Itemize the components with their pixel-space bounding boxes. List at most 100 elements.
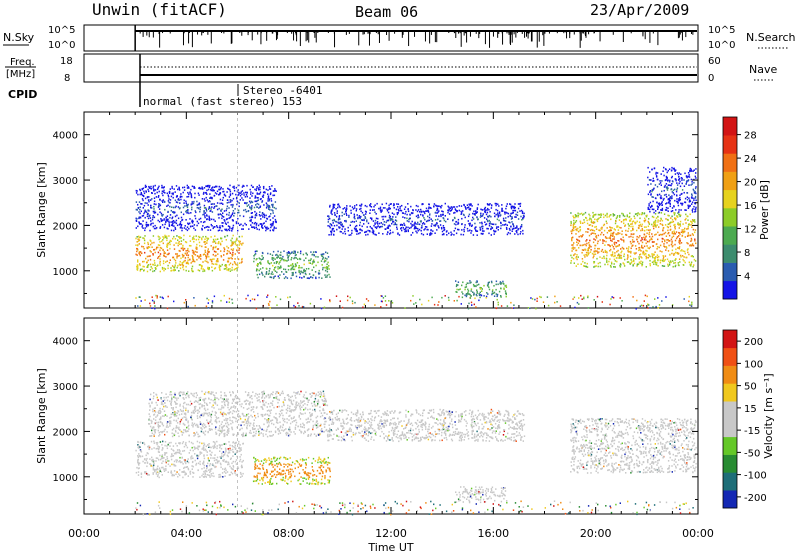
echo-cell [632,264,634,267]
echo-cell [627,223,629,225]
echo-cell [644,229,646,232]
echo-cell [175,222,178,225]
echo-cell [467,230,469,232]
echo-cell [609,230,611,232]
echo-cell [190,457,192,460]
echo-cell [458,295,460,298]
echo-cell [265,214,267,217]
echo-cell [385,221,387,224]
echo-cell [231,445,233,447]
echo-cell [336,212,338,214]
echo-cell [148,200,150,203]
echo-cell [647,206,649,209]
echo-cell [221,455,223,457]
echo-cell [612,213,614,215]
echo-cell [676,184,679,186]
echo-cell [692,208,694,210]
echo-cell [364,216,366,218]
echo-cell [436,205,438,207]
echo-cell [500,283,502,285]
echo-cell [178,199,180,201]
echo-cell [600,214,602,216]
echo-cell [419,298,421,301]
echo-cell [309,262,311,264]
echo-cell [273,269,275,271]
echo-cell [661,300,663,302]
echo-cell [193,200,195,203]
echo-cell [480,208,482,211]
echo-cell [186,184,188,187]
echo-cell [328,234,330,236]
echo-cell [401,224,404,226]
echo-cell [450,234,452,236]
echo-cell [666,171,668,174]
echo-cell [373,230,375,233]
echo-cell [176,195,178,197]
echo-cell [586,254,588,256]
echo-cell [475,293,477,296]
echo-cell [645,253,647,255]
echo-cell [138,239,141,241]
echo-cell [601,226,603,229]
echo-cell [572,298,574,300]
echo-cell [185,202,187,204]
echo-cell [223,247,225,249]
echo-cell [612,296,615,299]
echo-cell [521,210,524,213]
echo-cell [144,251,146,254]
echo-cell [648,240,650,243]
echo-cell [232,212,234,214]
echo-cell [232,197,235,200]
echo-cell [477,218,479,220]
echo-cell [667,198,670,200]
y-tick-label: 3000 [53,176,78,187]
echo-cell [160,247,163,250]
echo-cell [226,245,228,248]
echo-cell [615,257,618,259]
echo-cell [265,227,267,229]
echo-cell [585,265,587,268]
echo-cell [690,255,693,258]
echo-cell [678,246,681,248]
echo-cell [222,468,224,470]
echo-cell [148,190,150,193]
echo-cell [656,262,658,264]
echo-cell [324,276,327,278]
echo-cell [428,216,431,219]
echo-cell [182,476,184,479]
echo-cell [306,254,308,256]
echo-cell [344,220,346,222]
echo-cell [137,267,139,270]
echo-cell [661,207,664,210]
echo-cell [140,300,142,302]
echo-cell [501,210,503,212]
echo-cell [190,245,192,247]
echo-cell [517,218,520,220]
echo-cell [325,260,327,262]
echo-cell [225,228,228,231]
echo-cell [206,239,208,242]
echo-cell [429,233,431,235]
echo-cell [694,229,697,231]
echo-cell [203,460,205,463]
echo-cell [587,249,589,252]
echo-cell [186,446,189,449]
echo-cell [659,182,662,184]
echo-cell [190,194,193,196]
echo-cell [480,214,482,216]
echo-cell [654,219,657,222]
echo-cell [283,258,285,261]
echo-cell [479,286,481,289]
echo-cell [641,237,643,239]
echo-cell [519,210,521,212]
echo-cell [232,204,234,207]
echo-cell [220,237,222,239]
echo-cell [479,226,481,229]
echo-cell [241,193,243,195]
echo-cell [675,237,678,240]
echo-cell [329,300,331,303]
echo-cell [654,220,656,223]
echo-cell [261,251,264,254]
echo-cell [212,472,214,475]
echo-cell [360,215,362,218]
